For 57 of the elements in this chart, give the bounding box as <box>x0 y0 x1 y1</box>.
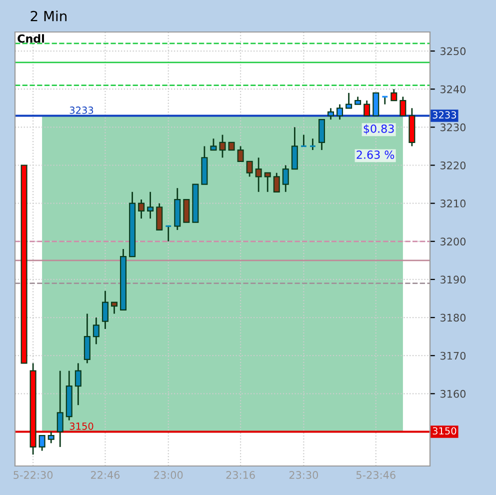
candlestick <box>381 96 388 106</box>
y-tick-label: 3170 <box>440 352 466 360</box>
candlestick <box>282 164 289 193</box>
chart-title: 2 Min <box>30 10 66 22</box>
y-tick-label: 3160 <box>440 390 466 398</box>
candlestick <box>273 172 280 193</box>
annotation: 2.63 % <box>356 150 394 159</box>
candlestick <box>264 172 271 193</box>
x-tick-label: 5-23:46 <box>356 471 396 479</box>
candlestick <box>246 160 253 178</box>
ref-line-label: 3233 <box>70 106 94 114</box>
candlestick <box>336 104 344 120</box>
x-tick-label: 22:46 <box>90 471 120 479</box>
candlestick <box>327 107 334 120</box>
ref-line-label: 3150 <box>70 422 94 430</box>
candlestick <box>346 92 352 109</box>
y-tick-label: 3250 <box>440 47 466 56</box>
candlestick <box>210 138 217 151</box>
text: 3150 <box>432 427 456 435</box>
candlestick <box>164 225 172 242</box>
x-tick-label: 23:30 <box>289 471 318 479</box>
y-tick-label: 3180 <box>440 314 466 322</box>
candlestick <box>156 202 163 231</box>
candlestick <box>147 191 154 220</box>
y-tick-label: 3230 <box>440 123 466 132</box>
candlestick <box>318 118 326 151</box>
candlestick <box>183 198 190 223</box>
candlestick <box>110 302 118 314</box>
y-tick-label: 3220 <box>440 161 466 170</box>
candlestick <box>138 198 145 220</box>
x-tick-label: 5-22:30 <box>14 471 53 479</box>
candlestick <box>56 370 64 448</box>
candlestick <box>390 88 398 102</box>
chart-subtitle: Cndl <box>18 34 44 43</box>
y-tick-label: 3200 <box>440 238 466 246</box>
candlestick <box>400 96 406 116</box>
candlestick <box>84 313 90 364</box>
candlestick <box>219 134 226 158</box>
candlestick <box>300 134 308 148</box>
candlestick <box>364 100 370 116</box>
y-tick-label: 3210 <box>440 200 466 208</box>
y-tick-label: 3240 <box>440 85 466 94</box>
annotation: $0.83 <box>364 124 394 134</box>
x-tick-label: 23:16 <box>226 471 255 479</box>
x-tick-label: 23:00 <box>154 471 183 479</box>
candlestick <box>255 156 262 193</box>
y-tick-label: 3190 <box>440 276 466 284</box>
candlestick <box>74 362 82 406</box>
candlestick <box>102 290 108 330</box>
candlestick <box>291 126 298 170</box>
candlestick <box>92 316 100 345</box>
candlestick <box>237 146 244 162</box>
candlestick <box>372 92 380 116</box>
candlestick <box>48 431 54 444</box>
text: 3233 <box>432 111 456 119</box>
candlestick <box>38 434 46 452</box>
candlestick <box>309 138 316 151</box>
